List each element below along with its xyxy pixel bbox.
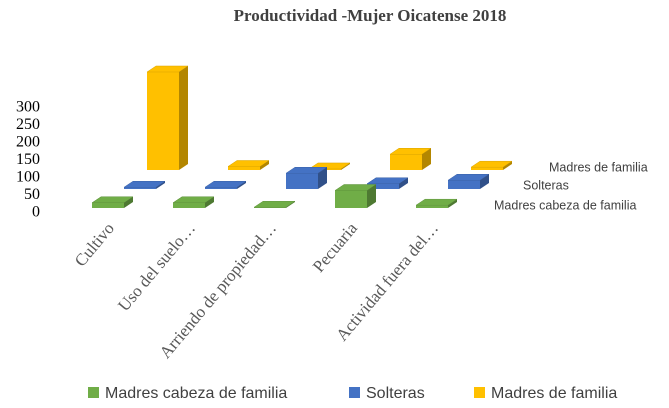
- bar-side: [503, 161, 512, 170]
- bar-front: [124, 187, 156, 189]
- bar-side: [124, 196, 133, 208]
- bar-side: [260, 160, 269, 170]
- bar: [253, 201, 296, 208]
- bar: [415, 198, 458, 208]
- legend-label: Solteras: [366, 385, 425, 402]
- bar-side: [480, 174, 489, 189]
- bar-side: [156, 181, 165, 189]
- bar-front: [147, 72, 179, 170]
- y-tick-label: 100: [16, 169, 40, 186]
- y-tick-label: 0: [32, 204, 40, 221]
- bar: [204, 181, 247, 189]
- bar: [447, 174, 490, 189]
- chart-title: Productividad -Mujer Oicatense 2018: [234, 6, 507, 25]
- bar: [285, 167, 328, 189]
- bar-front: [416, 205, 448, 208]
- bar-side: [448, 199, 457, 208]
- depth-label: Solteras: [523, 178, 569, 192]
- y-tick-label: 300: [16, 99, 40, 116]
- bar-front: [173, 202, 205, 208]
- bar-side: [367, 184, 376, 208]
- bar-side: [422, 148, 431, 170]
- bar-side: [399, 177, 408, 189]
- y-tick-label: 150: [16, 151, 40, 168]
- bar-front: [335, 190, 367, 208]
- legend-label: Madres cabeza de familia: [105, 385, 287, 402]
- x-tick-label: Uso del suelo…: [114, 219, 199, 315]
- legend-swatch: [88, 387, 99, 398]
- x-tick-label: Cultivo: [71, 219, 118, 270]
- bar-front: [92, 202, 124, 208]
- legend-swatch: [474, 387, 485, 398]
- bar-front: [471, 167, 503, 170]
- bar-side: [205, 196, 214, 208]
- bar-front: [205, 187, 237, 189]
- y-tick-label: 250: [16, 116, 40, 133]
- legend-swatch: [349, 387, 360, 398]
- bar: [227, 160, 270, 170]
- bar-side: [318, 167, 327, 189]
- bar-side: [286, 201, 295, 208]
- bar: [123, 181, 166, 189]
- bar-side: [179, 66, 188, 170]
- x-tick-label: Pecuaria: [309, 219, 361, 276]
- depth-label: Madres de familia: [549, 160, 648, 174]
- legend-label: Madres de familia: [491, 385, 617, 402]
- depth-label: Madres cabeza de familia: [494, 198, 636, 212]
- bar-front: [228, 166, 260, 170]
- y-tick-label: 50: [24, 186, 40, 203]
- bar: [172, 196, 215, 208]
- bar-front: [390, 154, 422, 170]
- bar-side: [341, 162, 350, 170]
- bar-top: [253, 201, 296, 208]
- bar-front: [448, 180, 480, 189]
- bar-front: [286, 173, 318, 189]
- bar: [334, 184, 377, 208]
- y-tick-label: 200: [16, 134, 40, 151]
- bar-side: [237, 181, 246, 189]
- bar: [146, 65, 189, 170]
- bar: [470, 160, 513, 170]
- bar: [91, 196, 134, 208]
- bar: [389, 148, 432, 170]
